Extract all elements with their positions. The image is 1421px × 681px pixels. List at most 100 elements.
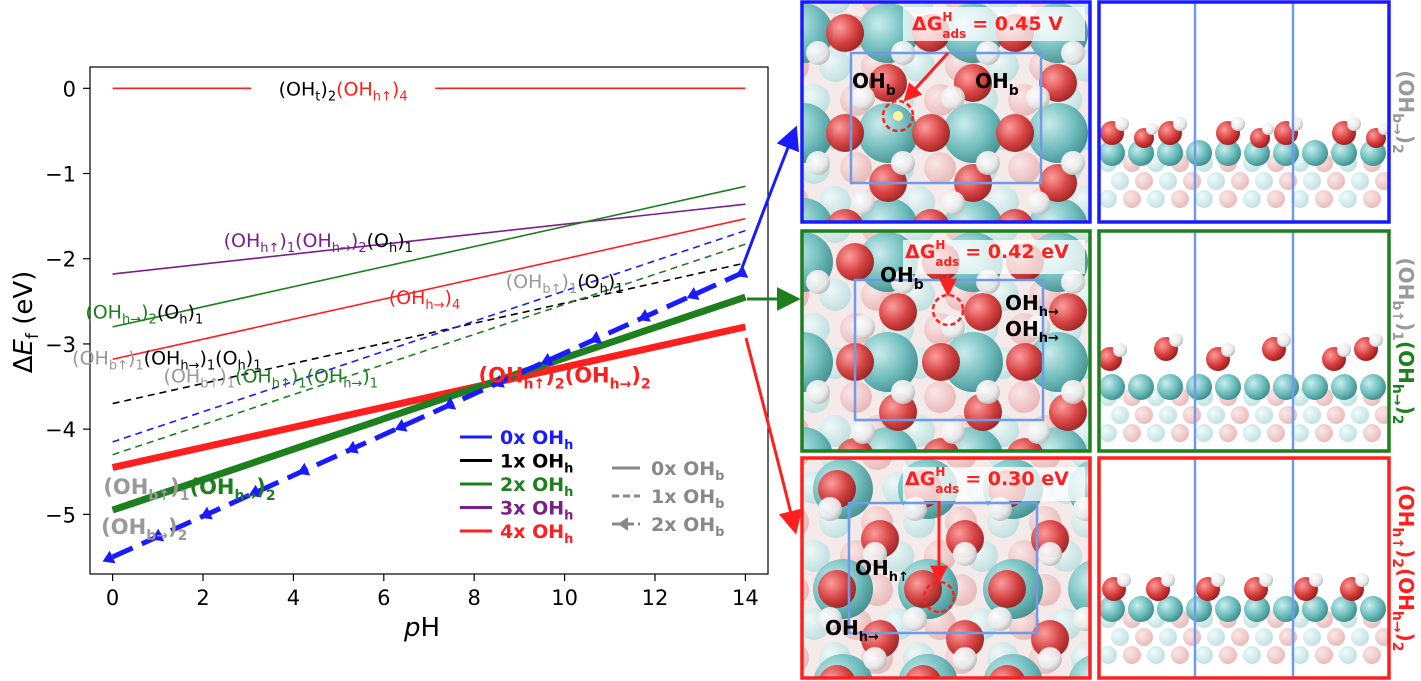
atom (924, 381, 956, 413)
target-site-arrow (903, 51, 950, 102)
legend-style-label: 2x OHb (651, 514, 724, 540)
atom (1243, 190, 1261, 208)
atom (1068, 560, 1089, 618)
annotation-ann0: (OHt)2(OHh↑)4 (279, 78, 408, 104)
atom (806, 270, 830, 294)
atom (913, 209, 949, 221)
annotation-ann1: (OHh↑)1(OHh→)2(Oh)1 (224, 230, 413, 256)
atom (1231, 172, 1249, 190)
y-tick-label: −4 (45, 418, 76, 442)
atom (1111, 406, 1129, 424)
series-marker (151, 528, 165, 542)
atom (1186, 374, 1212, 400)
atom (803, 540, 830, 572)
atom (1355, 573, 1369, 587)
atom (1375, 172, 1388, 190)
arrow-to-blue-panel (740, 125, 800, 269)
atom (1028, 103, 1088, 163)
atom (1211, 573, 1225, 587)
atom (1159, 172, 1177, 190)
atom (806, 380, 830, 404)
legend-style-marker (618, 517, 628, 531)
atom (1135, 172, 1153, 190)
atom (806, 41, 830, 65)
atom (1303, 406, 1321, 424)
series-marker (345, 440, 359, 454)
plot-area-frame (89, 66, 769, 575)
atom (1337, 343, 1351, 357)
legend-color-label: 0x OHh (500, 427, 573, 453)
atom (819, 3, 851, 14)
atom (1273, 596, 1299, 622)
series-line-s_ohb1ohh2 (111, 293, 747, 514)
atom (1115, 117, 1129, 131)
frame-top-blue (800, 0, 1092, 224)
atom (803, 427, 833, 450)
red-ohh-up-label: OHh↑ (855, 556, 909, 585)
series-marker (443, 396, 457, 410)
series-marker (297, 462, 311, 476)
atom (1038, 542, 1062, 566)
frame-top-red (800, 456, 1092, 680)
atom (1363, 646, 1381, 664)
atom (891, 151, 915, 175)
connector-arrows (740, 125, 803, 535)
x-tick-label: 6 (377, 586, 390, 610)
atom (863, 647, 887, 671)
atom (1303, 172, 1321, 190)
atom (1360, 596, 1386, 622)
atom (941, 86, 965, 110)
atom (1146, 123, 1158, 135)
x-tick-label: 8 (468, 586, 481, 610)
annotation-ann6: (OHb↑)1(OHh↑)1(OHh→)1 (164, 365, 379, 391)
atom (851, 315, 875, 339)
atom (818, 497, 842, 521)
atom (1303, 628, 1321, 646)
series-marker (102, 550, 116, 564)
series-line-s_ohh4 (112, 217, 746, 361)
panel-top-green (803, 232, 1089, 450)
green-ohb-label: OHb (880, 263, 924, 293)
atom (1363, 190, 1381, 208)
formation-energy-chart: 0 2 4 6 8 10 12 14 0 −1 −2 −3 −4 −5 (OHt)2(OHh↑)4 (OHh… (9, 66, 769, 643)
x-tick-label: 4 (287, 586, 300, 610)
side-view-green (1100, 232, 1388, 450)
atom (1186, 596, 1212, 622)
atom (1123, 424, 1141, 442)
panel-top-red (803, 459, 1089, 677)
legend-color-label: 1x OHh (500, 451, 573, 477)
atom (1006, 343, 1044, 381)
blue-left-ohb-label: OHb (852, 69, 896, 99)
red-energy-label: ΔGH ads = 0.30 eV (905, 465, 1069, 496)
atom (1255, 628, 1273, 646)
atom (912, 114, 950, 152)
atom (1100, 190, 1117, 208)
series-marker (735, 265, 749, 278)
atom (836, 243, 874, 281)
atom (996, 114, 1034, 152)
frame-side-red (1097, 456, 1391, 680)
atom (1369, 333, 1383, 347)
side-label-text: (OHh↑)2(OHh→)2 (1389, 485, 1418, 652)
x-tick-label: 14 (732, 586, 759, 610)
series-line-s_green_dash (112, 243, 746, 456)
annotation-ann9: (OHb→)2 (101, 515, 187, 544)
green-ohh1-label: OHh→ (1005, 291, 1059, 320)
atom (1339, 646, 1357, 664)
atom (819, 665, 855, 677)
atom (1147, 424, 1165, 442)
atom (1363, 424, 1381, 442)
atom (1267, 190, 1285, 208)
atom (922, 343, 960, 381)
atom (1279, 172, 1297, 190)
atom (1331, 596, 1357, 622)
green-energy-label: ΔGH ads = 0.42 eV (905, 238, 1069, 269)
atom (1291, 646, 1309, 664)
atom (1100, 596, 1125, 622)
series-line-s_ohb1ohh1oh1 (112, 262, 746, 405)
atom (1231, 117, 1245, 131)
atom (840, 152, 872, 184)
x-tick-label: 12 (642, 586, 669, 610)
side-label-blue: (OHb→)2 (1389, 70, 1418, 154)
atom (905, 665, 941, 677)
